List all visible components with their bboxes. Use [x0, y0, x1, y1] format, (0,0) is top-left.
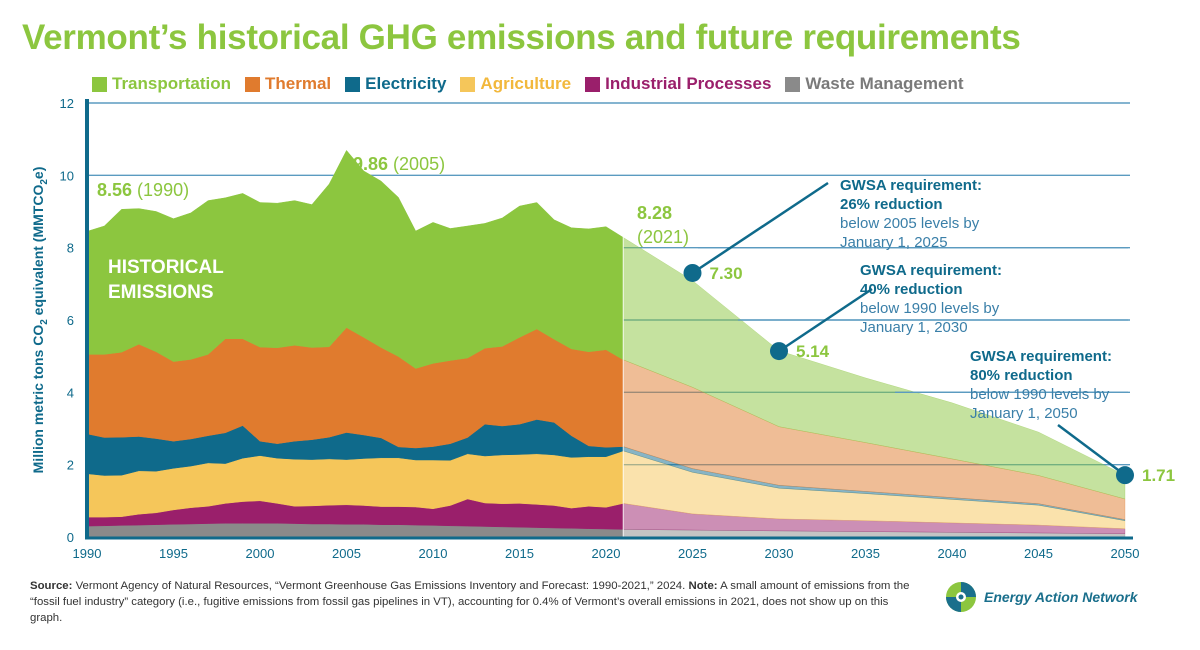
y-axis-title-sub: 2 — [39, 179, 50, 185]
x-tick-label: 2045 — [1024, 546, 1053, 561]
x-tick-label: 2000 — [246, 546, 275, 561]
logo-icon — [946, 582, 976, 612]
historical-emissions-label: EMISSIONS — [108, 282, 214, 303]
source-note: Source: Vermont Agency of Natural Resour… — [30, 578, 910, 626]
x-tick-label: 2050 — [1111, 546, 1140, 561]
legend-label: Waste Management — [805, 74, 964, 93]
target-reduction: 80% reduction — [970, 367, 1073, 384]
target-heading: GWSA requirement: — [970, 348, 1112, 365]
y-axis-title-part: equivalent (MMTCO — [30, 185, 46, 320]
target-reduction: 40% reduction — [860, 281, 963, 298]
note-label: Note: — [688, 580, 718, 592]
target-connector — [1057, 423, 1126, 477]
legend-label: Industrial Processes — [605, 74, 772, 93]
y-axis-title: Million metric tons CO2 equivalent (MMTC… — [30, 167, 50, 474]
x-tick-label: 2015 — [505, 546, 534, 561]
y-tick-label: 10 — [60, 168, 74, 183]
target-value: 5.14 — [796, 342, 830, 361]
x-tick-label: 2030 — [765, 546, 794, 561]
y-tick-label: 12 — [60, 96, 74, 111]
y-axis-title-part: e) — [30, 167, 46, 179]
projected-area-transportation — [623, 237, 1126, 500]
y-tick-label: 4 — [67, 385, 74, 400]
target-detail: January 1, 2030 — [860, 319, 968, 336]
legend-label: Agriculture — [480, 74, 572, 93]
target-connector — [778, 287, 873, 353]
legend-item-electricity: Electricity — [345, 74, 446, 94]
logo-text: Energy Action Network — [984, 589, 1138, 605]
target-value: 7.30 — [710, 264, 743, 283]
target-detail: below 1990 levels by — [970, 386, 1110, 403]
emissions-chart: 0 2 4 6 8 10 12 1990 1995 2000 2005 2010 2015 2020 202… — [30, 96, 1175, 561]
annotation-year: (2005) — [388, 154, 445, 174]
legend-item-waste-management: Waste Management — [785, 74, 964, 94]
legend-label: Thermal — [265, 74, 332, 93]
historical-emissions-label: HISTORICAL — [108, 257, 224, 278]
logo: Energy Action Network — [944, 580, 1138, 614]
page-title: Vermont’s historical GHG emissions and f… — [22, 18, 1021, 57]
x-tick-label: 2025 — [678, 546, 707, 561]
y-tick-label: 8 — [67, 241, 74, 256]
target-point — [683, 263, 702, 282]
legend-swatch — [345, 76, 361, 92]
annotation-label: 9.86 (2005) — [353, 154, 445, 174]
target-detail: January 1, 2050 — [970, 405, 1078, 422]
x-tick-label: 2005 — [332, 546, 361, 561]
target-connector — [691, 181, 829, 275]
legend-swatch — [245, 76, 261, 92]
target-detail: below 1990 levels by — [860, 300, 1000, 317]
y-tick-label: 2 — [67, 458, 74, 473]
source-text: Vermont Agency of Natural Resources, “Ve… — [72, 580, 689, 592]
annotation-value: 9.86 — [353, 154, 388, 174]
legend-item-transportation: Transportation — [92, 74, 231, 94]
legend-label: Electricity — [365, 74, 447, 93]
annotation-value: 8.56 — [97, 180, 132, 200]
target-detail: January 1, 2025 — [840, 234, 948, 251]
target-detail: below 2005 levels by — [840, 215, 980, 232]
x-tick-label: 1995 — [159, 546, 188, 561]
legend-label: Transportation — [112, 74, 232, 93]
annotation-year: (1990) — [132, 180, 189, 200]
legend-swatch — [460, 76, 476, 92]
x-tick-label: 2010 — [419, 546, 448, 561]
x-tick-label: 2040 — [938, 546, 967, 561]
target-point — [1116, 466, 1134, 485]
target-heading: GWSA requirement: — [840, 177, 982, 194]
target-value: 1.71 — [1142, 466, 1175, 485]
legend-swatch — [92, 76, 107, 92]
annotation-value: 8.28 — [637, 203, 672, 223]
annotation-label: 8.56 (1990) — [97, 180, 189, 200]
legend-swatch — [585, 76, 601, 92]
x-tick-label: 2020 — [592, 546, 621, 561]
legend-item-agriculture: Agriculture — [460, 74, 571, 94]
chart-legend: Transportation Thermal Electricity Agric… — [92, 74, 978, 94]
y-axis-title-part: Million metric tons CO — [30, 325, 46, 474]
source-label: Source: — [30, 580, 73, 592]
x-tick-label: 1990 — [73, 546, 102, 561]
target-heading: GWSA requirement: — [860, 262, 1002, 279]
legend-swatch — [785, 76, 801, 92]
y-tick-label: 6 — [67, 313, 74, 328]
legend-item-thermal: Thermal — [245, 74, 331, 94]
target-reduction: 26% reduction — [840, 196, 943, 213]
annotation-year: (2021) — [637, 227, 689, 247]
x-tick-label: 2035 — [851, 546, 880, 561]
y-tick-label: 0 — [67, 530, 74, 545]
target-point — [770, 342, 788, 361]
y-axis-title-sub: 2 — [39, 319, 50, 325]
note-text: A small amount of emissions from the “fo… — [30, 580, 910, 624]
legend-item-industrial-processes: Industrial Processes — [585, 74, 771, 94]
